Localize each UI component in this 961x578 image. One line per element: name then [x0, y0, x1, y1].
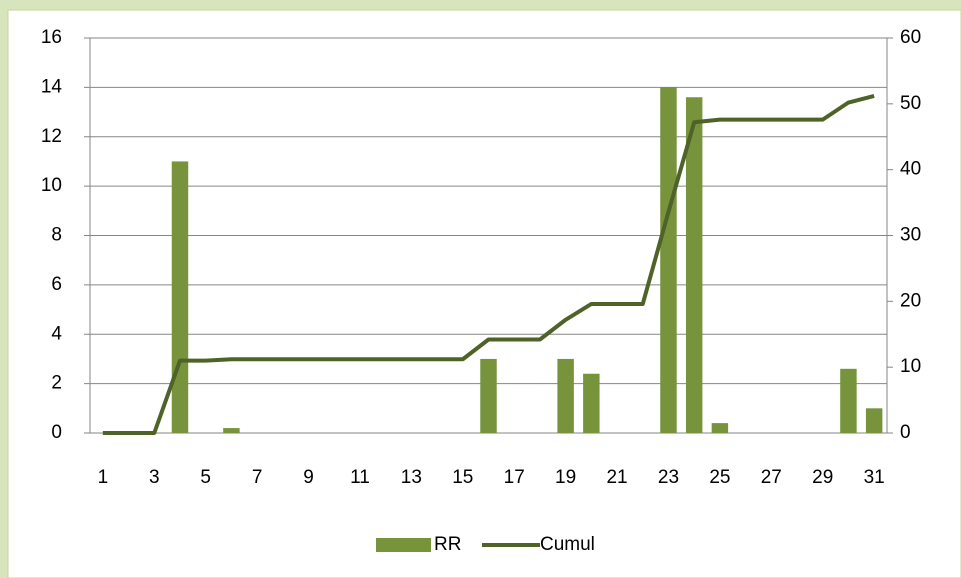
y-tick-label: 16	[41, 27, 62, 48]
x-tick-label: 25	[709, 467, 730, 488]
y-tick-label: 0	[51, 422, 62, 443]
x-tick-label: 3	[149, 467, 160, 488]
y2-tick-label: 50	[900, 93, 921, 114]
bar	[865, 408, 883, 433]
y-tick-label: 14	[41, 76, 63, 97]
line	[102, 93, 875, 435]
legend-swatch	[376, 538, 431, 552]
x-tick-label: 9	[303, 467, 314, 488]
x-tick-label: 19	[555, 467, 576, 488]
y2-tick-label: 10	[900, 356, 921, 377]
y2-tick-label: 30	[900, 225, 921, 246]
x-tick-label: 13	[401, 467, 422, 488]
x-tick-label: 31	[864, 467, 885, 488]
y-tick-label: 2	[51, 373, 62, 394]
x-tick-label: 15	[452, 467, 473, 488]
bar	[583, 373, 600, 433]
x-tick-label: 11	[350, 467, 370, 488]
x-tick-label: 7	[252, 467, 263, 488]
y-tick-label: 4	[51, 323, 62, 344]
y2-tick-label: 0	[900, 422, 911, 443]
x-tick-label: 29	[812, 467, 833, 488]
bar	[557, 358, 574, 433]
bar	[685, 97, 703, 433]
y-tick-label: 12	[41, 126, 62, 147]
y-tick-label: 6	[51, 274, 62, 295]
bar	[711, 423, 729, 433]
bar	[171, 161, 189, 433]
legend-label: RR	[434, 534, 461, 555]
bar	[480, 358, 497, 433]
bar	[660, 87, 677, 433]
y2-tick-label: 60	[900, 27, 921, 48]
chart-background	[7, 9, 961, 578]
x-tick-label: 5	[200, 467, 211, 488]
bar	[840, 368, 857, 433]
x-tick-label: 27	[761, 467, 782, 488]
x-tick-label: 17	[504, 467, 525, 488]
bar	[223, 428, 240, 433]
x-tick-label: 23	[658, 467, 679, 488]
x-tick-label: 21	[606, 467, 627, 488]
legend-label: Cumul	[540, 534, 595, 555]
x-tick-label: 1	[98, 467, 109, 488]
y-tick-label: 10	[41, 175, 62, 196]
y2-tick-label: 20	[900, 290, 921, 311]
y-tick-label: 8	[51, 225, 62, 246]
y2-tick-label: 40	[900, 159, 921, 180]
